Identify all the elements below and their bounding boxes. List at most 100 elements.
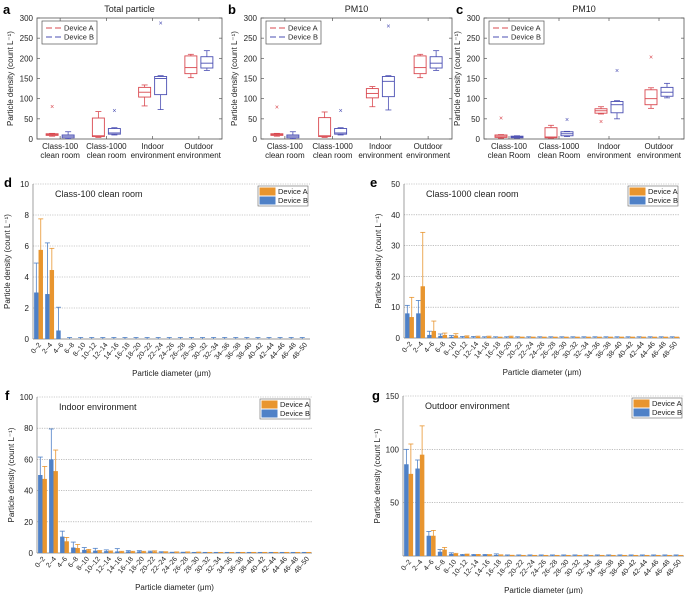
bar-device-a (520, 554, 526, 556)
y-tick-label: 10 (391, 303, 400, 312)
bar-device-a (588, 554, 594, 556)
bar-device-b (603, 336, 609, 338)
bar-device-a (554, 554, 560, 556)
bar-device-b (100, 337, 106, 339)
panel-c: c PM10 0 50 100 150 200 250 300 Particle density … (453, 2, 685, 160)
legend-label: Device A (64, 24, 94, 33)
bar-device-b (404, 304, 410, 338)
bar-device-b (224, 551, 230, 553)
bar-device-a (576, 554, 582, 556)
bar-device-b (426, 330, 432, 338)
x-tick-label: 4–6 (56, 556, 69, 570)
bar-device-a (666, 554, 672, 556)
legend-swatch (259, 187, 276, 196)
box-device-a (413, 53, 427, 79)
bar-device-b (244, 337, 250, 339)
bar-device-b (44, 242, 50, 339)
bar-device-a (273, 551, 279, 553)
bar (408, 473, 414, 556)
box-device-b: × (610, 68, 624, 120)
legend-label: Device B (280, 409, 310, 418)
bar-device-a (610, 554, 616, 556)
bar-device-b (482, 554, 488, 556)
bar-device-b (561, 554, 567, 556)
outlier-marker: × (339, 108, 343, 115)
bar-device-b (548, 336, 554, 338)
x-axis-label: Particle diameter (μm) (132, 369, 211, 378)
bar-device-a (532, 554, 538, 556)
bar (415, 468, 420, 556)
bar-device-b (617, 554, 623, 556)
bar-device-a (633, 554, 639, 556)
bar-device-b (515, 336, 521, 338)
box-device-a (318, 111, 332, 138)
bar-device-a (64, 537, 70, 553)
bar-device-b (81, 547, 87, 553)
bar-device-a (49, 247, 55, 339)
x-tick-label: environment (131, 151, 176, 160)
y-tick-label: 50 (390, 499, 399, 508)
bar-device-a (497, 336, 503, 338)
bar-device-a (663, 336, 669, 338)
bar-device-a (652, 336, 658, 338)
bar-device-b (504, 336, 510, 338)
bar (674, 337, 679, 338)
legend-label: Device B (511, 33, 541, 42)
bar-device-b (415, 459, 421, 556)
bar-device-b (191, 551, 197, 553)
panel-a: a Total particle 0 50 100 150 200 250 300 Particl… (3, 2, 223, 160)
bar-device-a (475, 335, 481, 338)
bar-device-b (538, 554, 544, 556)
x-tick-label: 2–4 (412, 341, 425, 355)
bar (49, 270, 55, 339)
y-tick-label: 150 (244, 75, 258, 84)
bar-device-a (207, 551, 213, 553)
bar-device-b (460, 554, 466, 556)
y-axis-label: Particle density (count L⁻¹) (453, 31, 462, 126)
box (200, 56, 214, 69)
bar (108, 551, 113, 553)
box-device-b: × (154, 20, 168, 110)
bar (119, 551, 124, 553)
box (184, 55, 198, 75)
bar-device-a (486, 335, 492, 338)
bar-device-a (563, 336, 569, 338)
box-device-b (510, 135, 524, 139)
bar-device-b (202, 551, 208, 553)
bar-device-b (403, 448, 409, 556)
box-device-b (200, 50, 214, 71)
y-tick-label: 80 (24, 424, 33, 433)
y-tick-label: 100 (244, 95, 258, 104)
y-tick-label: 50 (391, 180, 400, 189)
bar (476, 554, 481, 556)
bar-device-b (59, 530, 65, 553)
x-tick-label: 2–4 (412, 559, 425, 573)
bar-device-a (419, 425, 425, 556)
x-tick-label: Class-1000 (312, 142, 353, 151)
legend-swatch (259, 196, 276, 205)
legend-frame (488, 20, 545, 45)
y-tick-label: 300 (20, 14, 34, 23)
bar (509, 555, 515, 556)
bar-device-b (233, 337, 239, 339)
y-tick-label: 10 (20, 180, 29, 189)
legend-label: Device B (278, 196, 308, 205)
bar-device-b (625, 336, 631, 338)
bar-device-b (415, 300, 421, 338)
y-axis-label: Particle density (count L⁻¹) (6, 31, 15, 126)
chart-title: Outdoor environment (425, 401, 510, 411)
legend-label: Device A (652, 399, 682, 408)
y-tick-label: 6 (25, 242, 30, 251)
x-tick-label: clean room (40, 151, 80, 160)
y-tick-label: 40 (24, 487, 33, 496)
bar-device-a (251, 551, 257, 553)
bar-device-b (516, 554, 522, 556)
bar-device-b (559, 336, 565, 338)
bar (53, 471, 58, 553)
box-device-b: × (107, 108, 121, 136)
x-tick-label: clean Room (488, 151, 531, 160)
legend-label: Device A (278, 187, 308, 196)
bar-device-a (453, 552, 459, 556)
